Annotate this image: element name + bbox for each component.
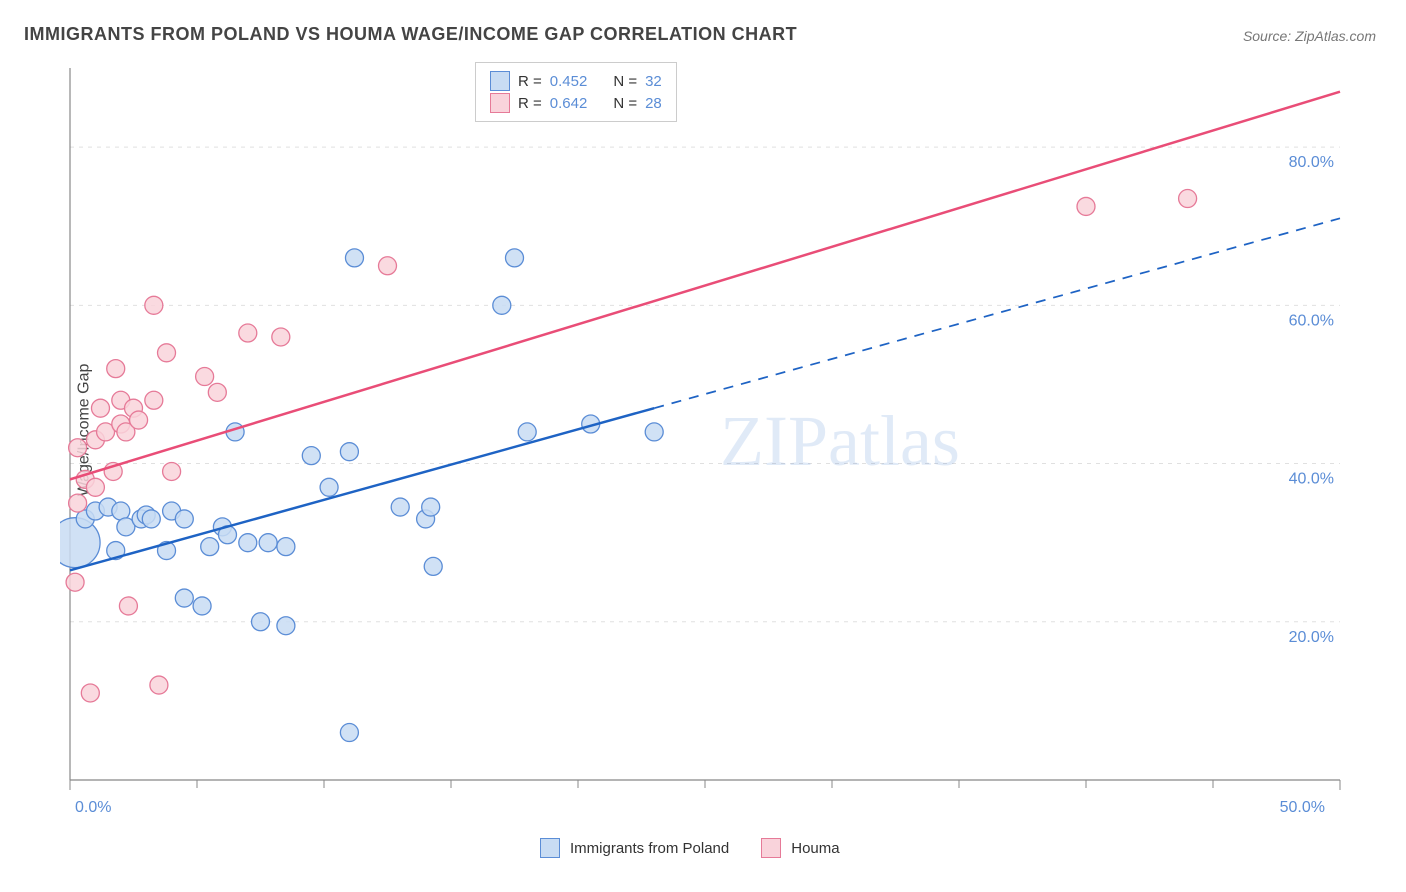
legend-r-label: R = [518, 95, 542, 112]
svg-text:80.0%: 80.0% [1289, 154, 1334, 171]
source-attribution: Source: ZipAtlas.com [1243, 28, 1376, 44]
series-label: Immigrants from Poland [570, 840, 729, 857]
legend-n-value: 32 [645, 73, 662, 90]
legend-r-value: 0.642 [550, 95, 588, 112]
legend-n-label: N = [613, 73, 637, 90]
legend-n-label: N = [613, 95, 637, 112]
legend-r-label: R = [518, 73, 542, 90]
legend-swatch [490, 93, 510, 113]
legend-swatch [490, 71, 510, 91]
legend-row: R = 0.642 N = 28 [490, 93, 662, 113]
svg-text:20.0%: 20.0% [1289, 629, 1334, 646]
series-swatch [540, 838, 560, 858]
svg-text:0.0%: 0.0% [75, 799, 111, 816]
series-swatch [761, 838, 781, 858]
series-legend: Immigrants from Poland Houma [540, 838, 862, 858]
svg-text:60.0%: 60.0% [1289, 312, 1334, 329]
legend-row: R = 0.452 N = 32 [490, 71, 662, 91]
chart-title: IMMIGRANTS FROM POLAND VS HOUMA WAGE/INC… [24, 24, 797, 45]
legend-r-value: 0.452 [550, 73, 588, 90]
chart-svg: 0.0% 50.0% 20.0% 40.0% 60.0% 80.0% [60, 60, 1380, 820]
svg-text:50.0%: 50.0% [1280, 799, 1325, 816]
series-label: Houma [791, 840, 839, 857]
svg-text:40.0%: 40.0% [1289, 471, 1334, 488]
correlation-legend: R = 0.452 N = 32 R = 0.642 N = 28 [475, 62, 677, 122]
scatter-plot: 0.0% 50.0% 20.0% 40.0% 60.0% 80.0% [60, 60, 1380, 820]
legend-n-value: 28 [645, 95, 662, 112]
